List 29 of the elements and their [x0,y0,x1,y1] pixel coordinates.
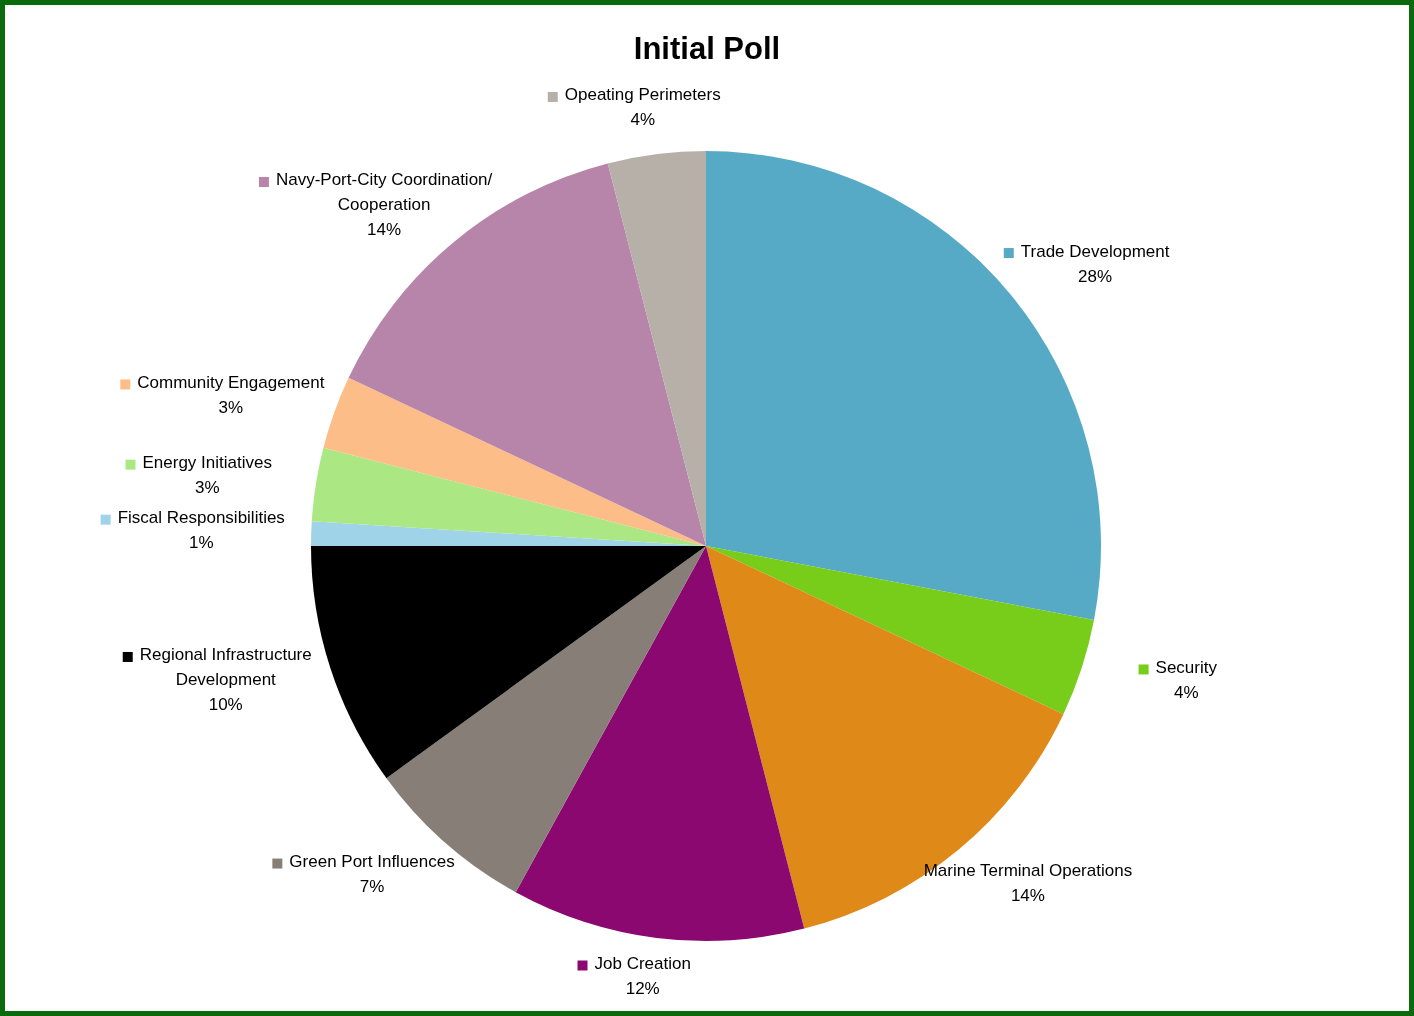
data-label: 14% [1010,886,1045,906]
legend-label: Security [1155,657,1218,677]
pie-slice [311,447,706,546]
legend-label: Fiscal Responsibilities [117,508,285,528]
pie-slice [311,546,706,779]
legend-label: Opeating Perimeters [564,85,721,105]
data-label: 4% [1173,682,1199,702]
legend-label: Regional Infrastructure Development [139,645,312,690]
data-label: 3% [194,478,220,498]
data-label: 1% [188,533,214,553]
legend-label: Energy Initiatives [142,453,272,473]
legend-label: Community Engagement [137,372,325,392]
data-label: 14% [367,220,402,240]
chart-title: Initial Poll [633,31,781,66]
slice-label: Marine Terminal Operations [923,861,1133,881]
data-label: 7% [359,877,385,897]
pie-slice [607,151,706,546]
data-label: 10% [208,695,243,715]
legend-label: Navy-Port-City Coordination/ Cooperation [275,170,493,215]
legend-label: Job Creation [594,954,691,973]
pie-slice [706,546,1094,715]
pie-slice [323,377,706,546]
pie-slice [515,546,805,941]
data-label: 3% [218,397,244,417]
data-label: 28% [1078,266,1113,286]
legend-label: Trade Development [1020,241,1170,261]
data-label: 12% [625,979,660,998]
data-label: 4% [630,110,655,130]
legend-label: Green Port Influences [289,852,455,872]
